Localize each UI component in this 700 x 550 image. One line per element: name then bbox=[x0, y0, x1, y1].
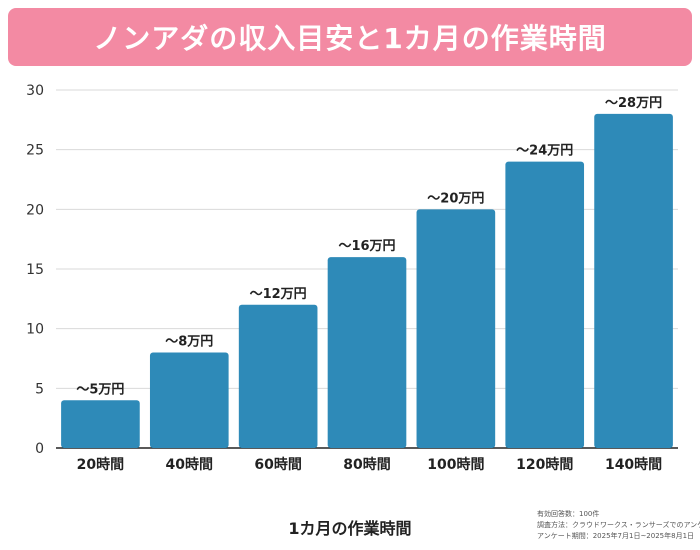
data-label: ～24万円 bbox=[516, 144, 573, 159]
bar bbox=[238, 304, 318, 448]
bar bbox=[505, 161, 585, 448]
x-tick-label: 140時間 bbox=[605, 456, 662, 473]
data-label: ～12万円 bbox=[250, 287, 307, 302]
note-method: 調査方法：クラウドワークス・ランサーズでのアンケート bbox=[537, 521, 700, 529]
y-tick-label: 20 bbox=[26, 202, 44, 218]
bar bbox=[594, 113, 673, 448]
survey-notes: 有効回答数：100件 調査方法：クラウドワークス・ランサーズでのアンケート アン… bbox=[537, 509, 700, 542]
bar bbox=[327, 257, 407, 448]
chart-title: ノンアダの収入目安と1カ月の作業時間 bbox=[93, 22, 607, 55]
x-tick-label: 80時間 bbox=[343, 456, 390, 473]
data-label: ～20万円 bbox=[427, 191, 484, 206]
x-axis-label: 1カ月の作業時間 bbox=[288, 519, 412, 538]
y-tick-label: 0 bbox=[35, 441, 44, 457]
bar bbox=[149, 352, 229, 448]
y-tick-label: 30 bbox=[26, 83, 44, 99]
x-tick-label: 40時間 bbox=[166, 456, 213, 473]
data-label: ～16万円 bbox=[338, 239, 395, 254]
y-tick-label: 10 bbox=[26, 322, 44, 338]
x-tick-label: 60時間 bbox=[254, 456, 301, 473]
bar bbox=[61, 400, 140, 448]
data-label: ～8万円 bbox=[165, 335, 213, 350]
y-tick-label: 25 bbox=[26, 143, 44, 159]
x-tick-label: 100時間 bbox=[427, 456, 484, 473]
data-label: ～28万円 bbox=[605, 96, 662, 111]
note-responses: 有効回答数：100件 bbox=[537, 510, 600, 518]
x-tick-label: 20時間 bbox=[77, 456, 124, 473]
y-tick-label: 15 bbox=[26, 262, 44, 278]
note-period: アンケート期間：2025年7月1日~2025年8月1日 bbox=[537, 532, 695, 540]
bar bbox=[416, 209, 496, 448]
y-tick-label: 5 bbox=[35, 381, 44, 397]
x-tick-label: 120時間 bbox=[516, 456, 573, 473]
title-banner: ノンアダの収入目安と1カ月の作業時間 bbox=[8, 8, 692, 66]
data-label: ～5万円 bbox=[76, 382, 124, 397]
